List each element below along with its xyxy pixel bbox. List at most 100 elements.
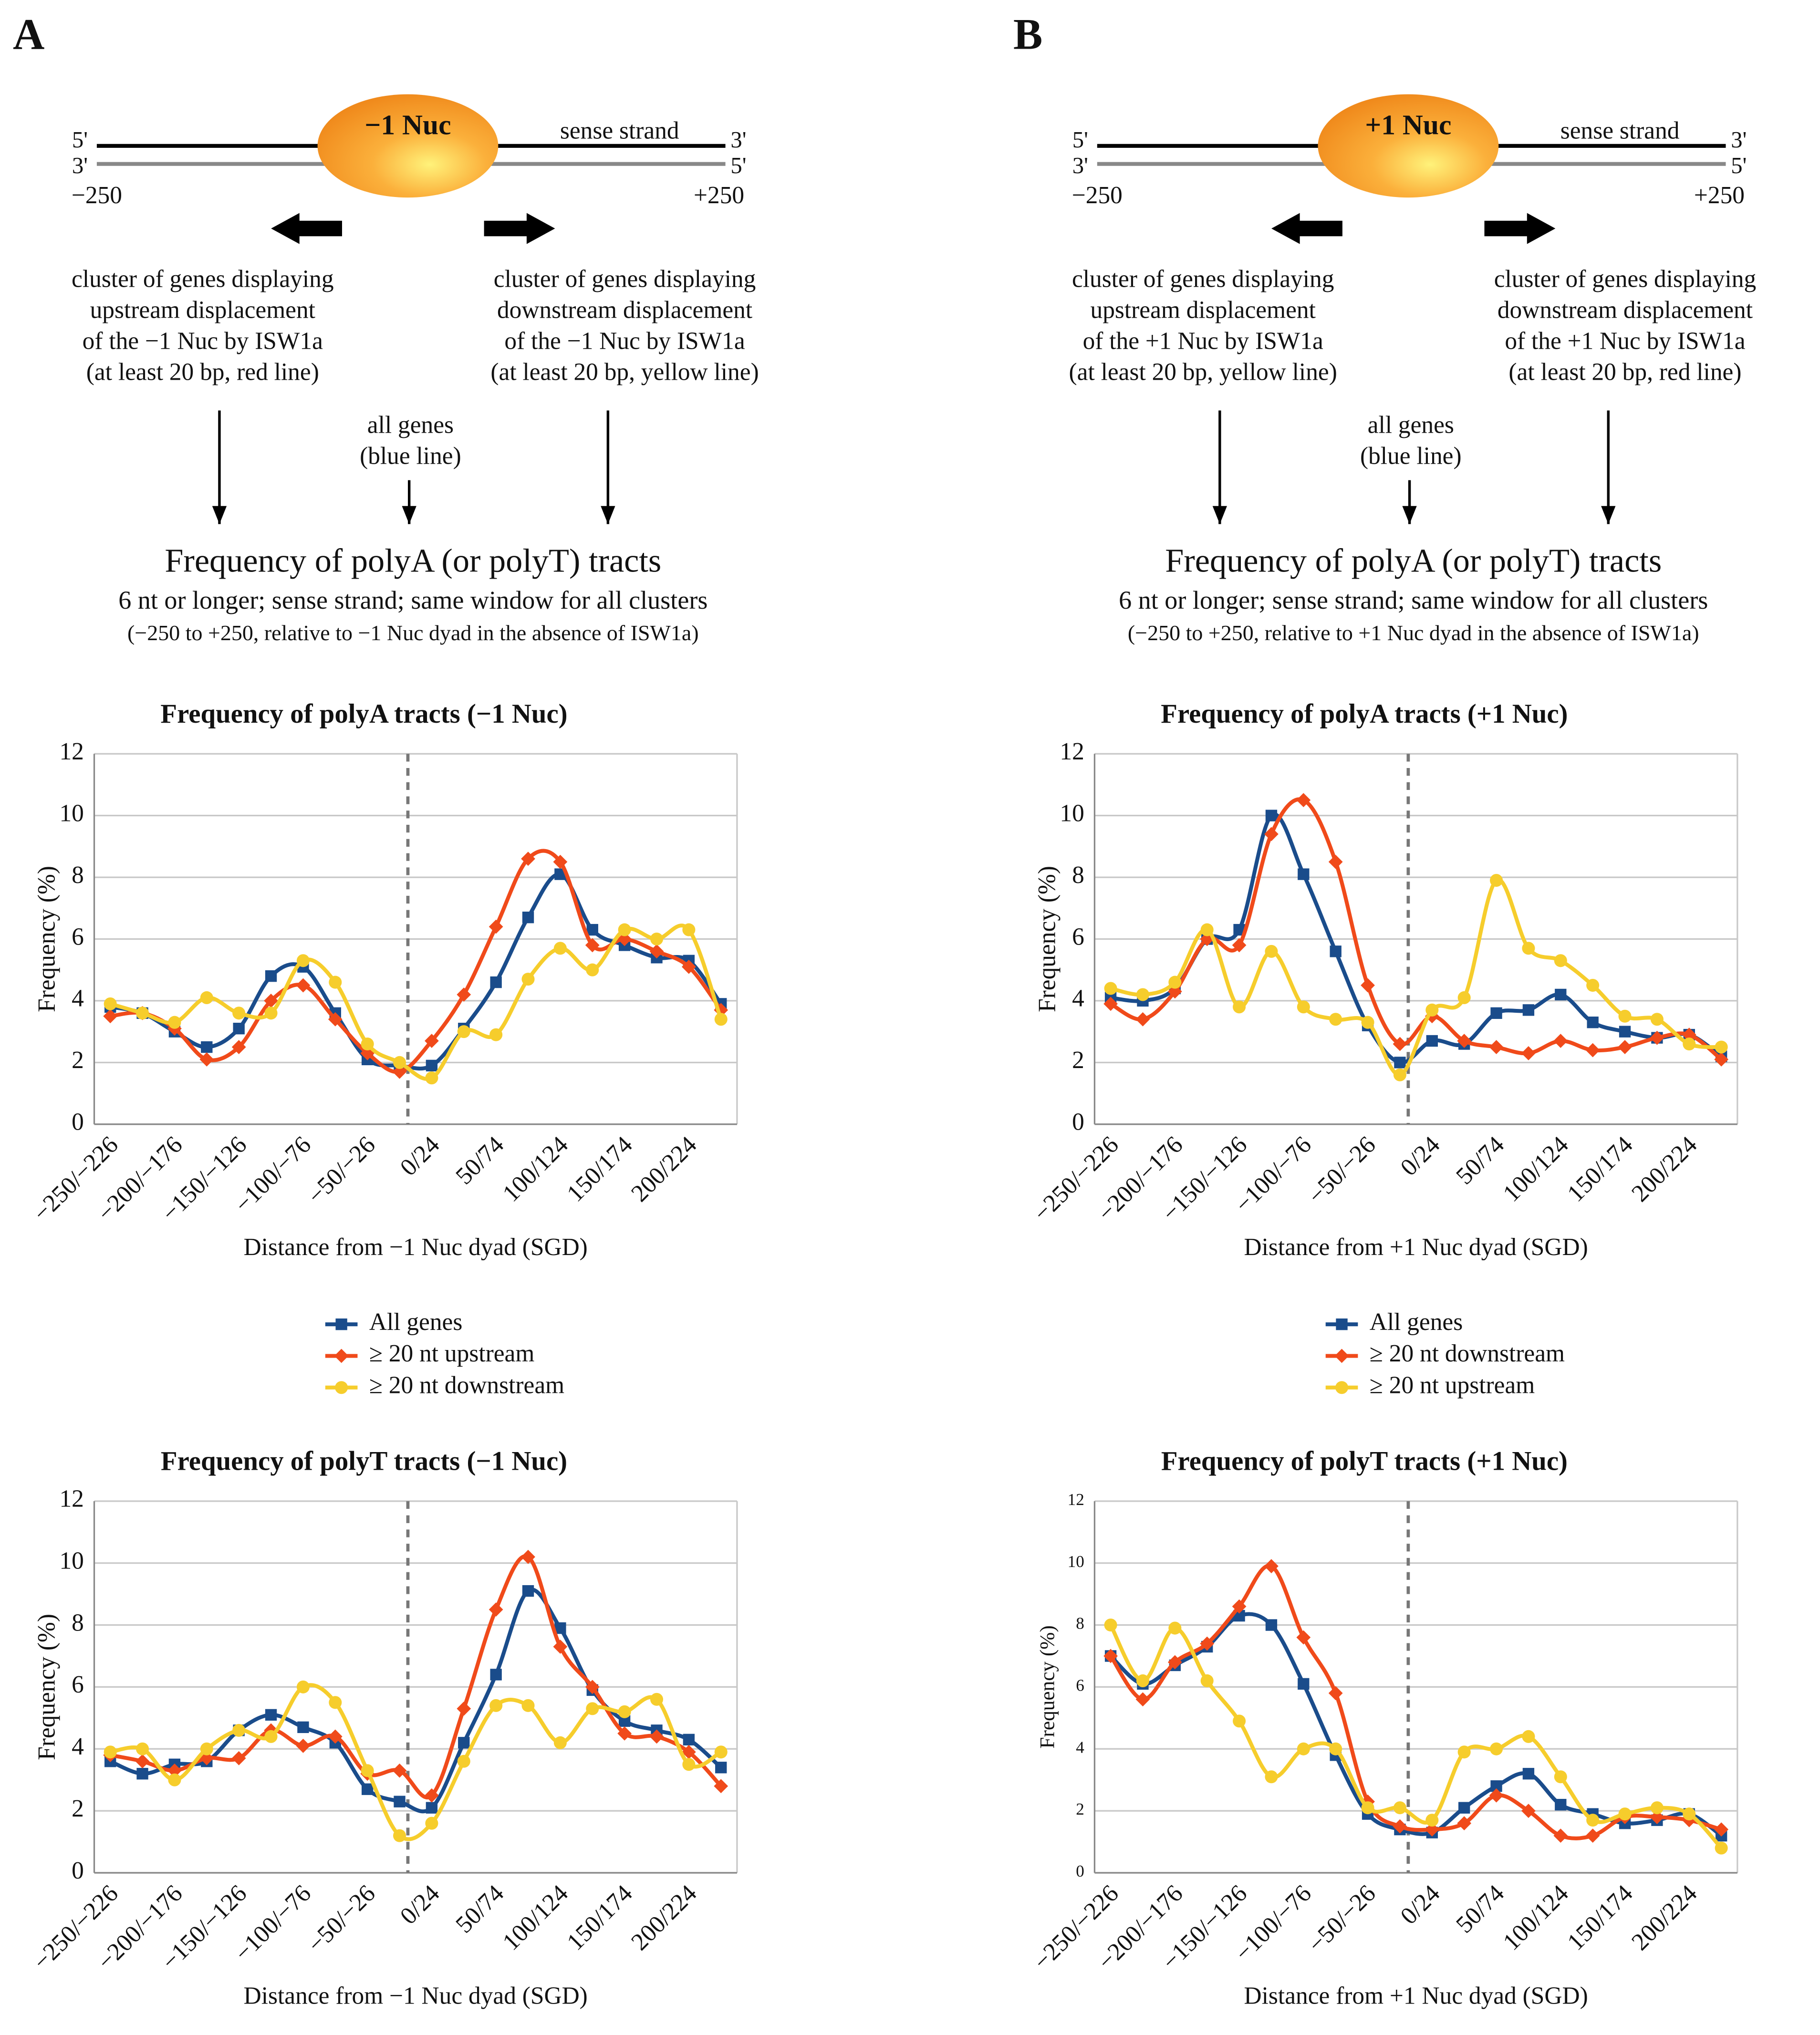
range-end: +250 [1694, 182, 1745, 209]
marker [264, 994, 278, 1008]
legend-label: All genes [1370, 1308, 1463, 1336]
marker [1683, 1807, 1696, 1821]
cluster-text: cluster of genes displaying [1494, 266, 1756, 293]
marker [233, 1022, 245, 1035]
marker [490, 1669, 502, 1681]
series-line [109, 1588, 722, 1814]
marker [1715, 1841, 1728, 1855]
y-tick-label: 4 [1072, 985, 1084, 1012]
marker [1618, 1040, 1632, 1054]
marker [1553, 1828, 1568, 1843]
marker [521, 973, 535, 986]
marker [457, 1025, 470, 1038]
cluster-text: downstream displacement [497, 297, 752, 324]
marker [1522, 1768, 1535, 1780]
subheading: 6 nt or longer; sense strand; same windo… [118, 586, 707, 614]
marker [1650, 1013, 1664, 1026]
legend-marker [1334, 1349, 1349, 1363]
marker [1682, 1028, 1696, 1042]
y-tick-label: 0 [72, 1109, 84, 1136]
marker [649, 944, 664, 959]
marker [1425, 1822, 1439, 1837]
y-tick-label: 6 [72, 1671, 84, 1698]
x-tick-label: 50/74 [450, 1131, 509, 1190]
nucleosome [1318, 94, 1499, 198]
y-tick-label: 4 [1076, 1738, 1084, 1756]
x-tick-label: 50/74 [1451, 1131, 1509, 1190]
x-tick-label: 150/174 [1562, 1131, 1638, 1207]
marker [1265, 1619, 1278, 1631]
marker [1104, 982, 1117, 995]
x-tick-label: 200/224 [1626, 1131, 1702, 1207]
note: (−250 to +250, relative to +1 Nuc dyad i… [1128, 621, 1699, 645]
cluster-text: of the +1 Nuc by ISW1a [1083, 328, 1323, 355]
y-tick-label: 12 [59, 738, 83, 765]
range-start: −250 [1072, 182, 1123, 209]
panel-label: A [13, 10, 44, 58]
marker [136, 1742, 149, 1755]
marker [1104, 1619, 1117, 1632]
x-tick-label: 150/174 [562, 1131, 637, 1207]
x-tick-label: 50/74 [1451, 1879, 1509, 1938]
marker [1650, 1801, 1664, 1815]
y-tick-label: 12 [59, 1485, 83, 1513]
marker [585, 938, 600, 953]
marker [1457, 1816, 1472, 1831]
marker [1586, 1814, 1600, 1827]
marker [1296, 793, 1311, 808]
marker [1393, 1037, 1407, 1051]
marker [682, 1744, 696, 1759]
marker [1425, 1003, 1439, 1017]
marker [1297, 1000, 1310, 1014]
strand-end: 3' [1072, 153, 1088, 178]
marker [553, 854, 568, 869]
marker [714, 1745, 728, 1759]
marker [1393, 1068, 1406, 1081]
marker [715, 1762, 727, 1774]
cluster-text: downstream displacement [1498, 297, 1753, 324]
y-tick-label: 2 [72, 1795, 84, 1822]
series-line [110, 872, 723, 1071]
marker [553, 1640, 568, 1654]
y-tick-label: 8 [1072, 862, 1084, 889]
cluster-text: upstream displacement [1091, 297, 1316, 324]
marker [1585, 1043, 1600, 1058]
x-tick-label: 0/24 [1395, 1879, 1446, 1930]
y-tick-label: 10 [1060, 799, 1084, 827]
marker [1233, 1714, 1246, 1728]
marker [1200, 923, 1214, 936]
y-tick-label: 12 [1068, 1490, 1084, 1509]
marker [683, 1734, 695, 1746]
marker [1618, 1009, 1632, 1023]
marker [1136, 988, 1149, 1001]
marker [1200, 1636, 1215, 1651]
marker [1489, 1788, 1504, 1803]
marker [1393, 1801, 1406, 1815]
marker [650, 1692, 664, 1706]
marker [618, 923, 631, 936]
marker [1458, 1802, 1470, 1814]
x-axis-label: Distance from +1 Nuc dyad (SGD) [1244, 1234, 1588, 1261]
marker [168, 1016, 181, 1029]
legend-label: ≥ 20 nt upstream [1370, 1372, 1535, 1399]
arrow-right [484, 213, 555, 244]
cluster-text: cluster of genes displaying [72, 266, 333, 293]
x-tick-label: 0/24 [395, 1131, 445, 1181]
nucleosome-label: +1 Nuc [1365, 109, 1451, 141]
y-tick-label: 0 [72, 1857, 84, 1884]
marker [1521, 1046, 1536, 1060]
marker [585, 1680, 600, 1694]
note: (−250 to +250, relative to −1 Nuc dyad i… [127, 621, 699, 645]
cluster-text: cluster of genes displaying [494, 266, 756, 293]
arrow-left [271, 213, 343, 244]
marker [328, 1729, 343, 1744]
marker [425, 1071, 438, 1085]
marker [522, 912, 534, 924]
all-genes-text: (blue line) [1360, 442, 1462, 469]
marker [392, 1064, 407, 1079]
marker [1522, 1730, 1535, 1743]
y-tick-label: 2 [72, 1047, 84, 1074]
y-tick-label: 0 [1076, 1862, 1084, 1880]
